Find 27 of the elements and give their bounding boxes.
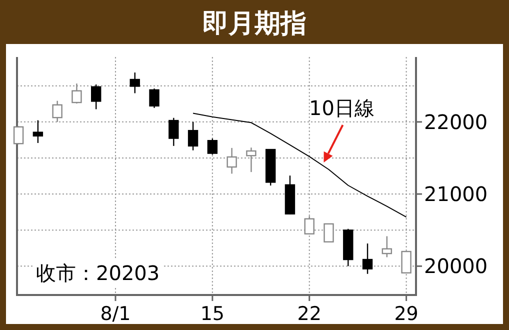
candlestick	[362, 242, 373, 274]
candlestick	[207, 138, 218, 156]
series-label: 10日線	[309, 96, 374, 120]
candlestick	[382, 236, 392, 258]
candlestick	[226, 147, 237, 174]
x-tick-label: 15	[200, 303, 225, 325]
candlestick	[72, 82, 82, 104]
candlestick	[401, 250, 412, 274]
candlestick	[13, 126, 24, 145]
candlestick	[188, 121, 198, 151]
candlestick	[91, 84, 102, 110]
x-tick-label: 22	[297, 303, 322, 325]
y-tick-label: 22000	[424, 110, 488, 134]
candlestick	[149, 88, 160, 109]
y-tick-label: 20000	[424, 254, 488, 278]
annotation: 收市：20203	[36, 261, 160, 285]
chart-title: 即月期指	[202, 9, 306, 39]
candlestick	[32, 120, 44, 144]
x-tick-label: 8/1	[100, 303, 131, 325]
candlestick	[304, 216, 314, 236]
candlestick	[168, 117, 179, 147]
x-tick-label: 29	[394, 303, 418, 325]
candlestick	[246, 146, 256, 173]
candlestick	[52, 100, 62, 123]
y-tick-label: 21000	[424, 182, 488, 206]
candlestick	[130, 72, 140, 94]
candlestick	[324, 223, 334, 242]
